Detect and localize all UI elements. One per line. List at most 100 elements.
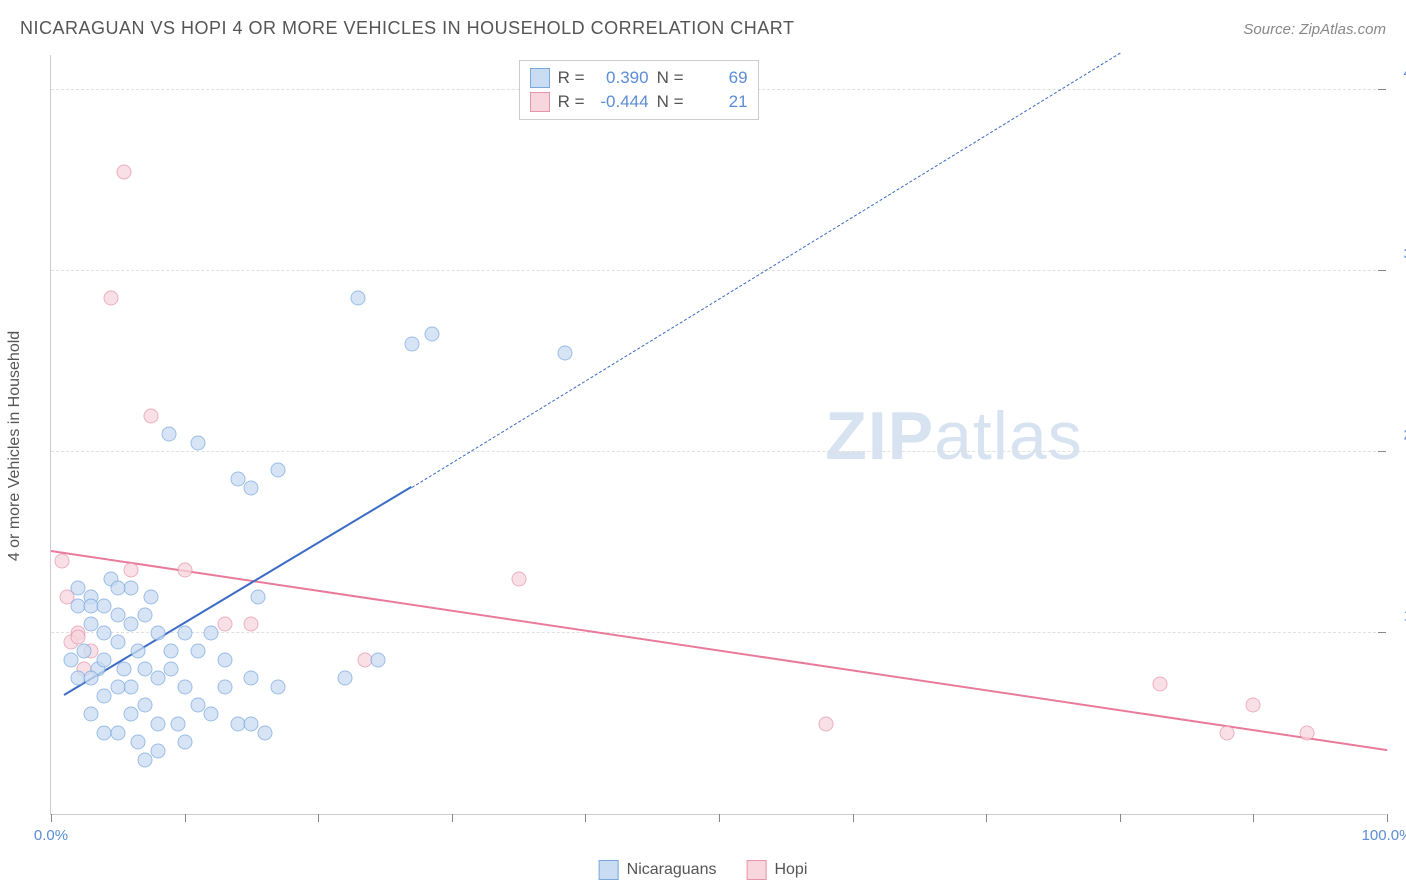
data-point-nicaraguans [117,662,132,677]
x-tick [318,814,319,822]
legend-swatch-nicaraguans [599,860,619,880]
gridline [51,270,1386,271]
data-point-nicaraguans [97,653,112,668]
source-citation: Source: ZipAtlas.com [1243,21,1386,38]
data-point-nicaraguans [271,463,286,478]
x-tick-label: 0.0% [34,827,68,844]
watermark: ZIPatlas [825,397,1082,475]
data-point-nicaraguans [161,427,176,442]
data-point-hopi [511,571,526,586]
scatter-chart: ZIPatlas 10.0%20.0%30.0%40.0%0.0%100.0%R… [50,55,1386,815]
stats-n-label: N = [657,68,685,88]
y-axis-label: 4 or more Vehicles in Household [6,331,24,561]
data-point-nicaraguans [97,725,112,740]
data-point-nicaraguans [64,653,79,668]
data-point-nicaraguans [204,707,219,722]
x-tick [185,814,186,822]
stats-row: R =-0.444N =21 [530,90,748,114]
legend-item-hopi: Hopi [746,860,807,880]
x-tick [1120,814,1121,822]
data-point-nicaraguans [110,635,125,650]
stats-row: R =0.390N =69 [530,66,748,90]
data-point-hopi [244,617,259,632]
data-point-nicaraguans [177,734,192,749]
stats-box: R =0.390N =69R =-0.444N =21 [519,60,759,120]
data-point-nicaraguans [558,345,573,360]
data-point-hopi [1299,725,1314,740]
data-point-nicaraguans [110,680,125,695]
y-tick [1378,89,1386,90]
data-point-hopi [54,553,69,568]
legend-swatch-hopi [746,860,766,880]
data-point-hopi [117,164,132,179]
data-point-nicaraguans [190,436,205,451]
data-point-nicaraguans [244,481,259,496]
data-point-nicaraguans [84,617,99,632]
x-tick [1387,814,1388,822]
data-point-nicaraguans [124,580,139,595]
stats-r-label: R = [558,92,586,112]
data-point-nicaraguans [204,626,219,641]
data-point-nicaraguans [144,589,159,604]
legend-label-hopi: Hopi [774,861,807,879]
y-tick-label: 40.0% [1391,65,1406,82]
chart-title: NICARAGUAN VS HOPI 4 OR MORE VEHICLES IN… [20,18,794,39]
legend-label-nicaraguans: Nicaraguans [627,861,717,879]
data-point-nicaraguans [124,680,139,695]
data-point-hopi [124,562,139,577]
data-point-nicaraguans [137,607,152,622]
data-point-nicaraguans [97,598,112,613]
data-point-nicaraguans [137,752,152,767]
stats-n-value: 21 [693,92,748,112]
data-point-hopi [70,629,85,644]
data-point-nicaraguans [164,662,179,677]
legend-item-nicaraguans: Nicaraguans [599,860,717,880]
source-label: Source: [1243,21,1299,38]
y-tick [1378,270,1386,271]
x-tick [585,814,586,822]
data-point-nicaraguans [217,680,232,695]
x-tick [51,814,52,822]
data-point-nicaraguans [137,662,152,677]
data-point-hopi [1246,698,1261,713]
data-point-nicaraguans [84,671,99,686]
stats-r-label: R = [558,68,586,88]
data-point-nicaraguans [244,671,259,686]
source-name: ZipAtlas.com [1299,21,1386,38]
data-point-nicaraguans [257,725,272,740]
y-tick-label: 10.0% [1391,608,1406,625]
data-point-nicaraguans [84,707,99,722]
data-point-nicaraguans [351,291,366,306]
data-point-nicaraguans [110,580,125,595]
data-point-nicaraguans [170,716,185,731]
x-tick [719,814,720,822]
data-point-nicaraguans [251,589,266,604]
data-point-nicaraguans [110,725,125,740]
data-point-nicaraguans [217,653,232,668]
data-point-nicaraguans [271,680,286,695]
data-point-nicaraguans [130,734,145,749]
data-point-nicaraguans [137,698,152,713]
bottom-legend: Nicaraguans Hopi [599,860,808,880]
data-point-nicaraguans [130,644,145,659]
y-tick-label: 30.0% [1391,246,1406,263]
data-point-hopi [177,562,192,577]
stats-r-value: 0.390 [594,68,649,88]
watermark-prefix: ZIP [825,398,934,474]
gridline [51,451,1386,452]
data-point-nicaraguans [177,626,192,641]
data-point-nicaraguans [424,327,439,342]
y-tick-label: 20.0% [1391,427,1406,444]
gridline [51,632,1386,633]
data-point-hopi [818,716,833,731]
data-point-hopi [1219,725,1234,740]
data-point-nicaraguans [150,671,165,686]
data-point-nicaraguans [150,626,165,641]
data-point-hopi [144,408,159,423]
data-point-nicaraguans [150,716,165,731]
x-tick-label: 100.0% [1362,827,1406,844]
data-point-nicaraguans [371,653,386,668]
data-point-nicaraguans [70,580,85,595]
stats-n-label: N = [657,92,685,112]
data-point-nicaraguans [124,707,139,722]
